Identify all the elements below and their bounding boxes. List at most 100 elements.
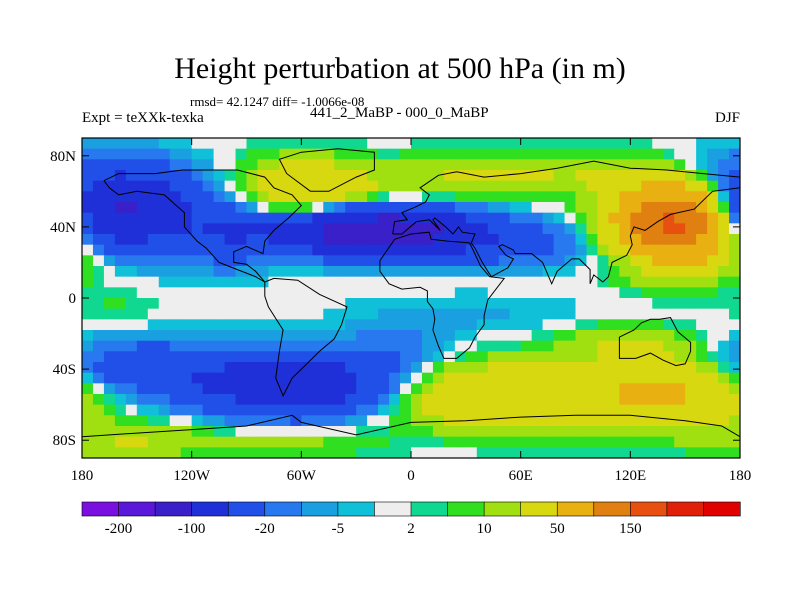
- field-cell: [257, 372, 270, 384]
- field-cell: [367, 436, 379, 448]
- field-cell: [389, 223, 401, 235]
- field-cell: [246, 234, 259, 246]
- field-cell: [92, 244, 105, 256]
- field-cell: [235, 415, 248, 427]
- field-cell: [92, 404, 105, 416]
- field-cell: [663, 266, 675, 278]
- field-cell: [729, 255, 740, 267]
- field-cell: [707, 170, 719, 182]
- field-cell: [400, 255, 412, 267]
- field-cell: [498, 383, 511, 395]
- colorbar-swatch: [703, 501, 741, 517]
- field-cell: [443, 266, 456, 278]
- field-cell: [542, 308, 555, 320]
- field-cell: [542, 340, 555, 352]
- field-cell: [454, 148, 467, 160]
- field-cell: [158, 212, 171, 224]
- field-cell: [454, 212, 467, 224]
- field-cell: [125, 394, 138, 406]
- field-cell: [729, 447, 740, 458]
- field-cell: [608, 298, 620, 310]
- field-cell: [235, 202, 248, 214]
- field-cell: [378, 330, 390, 342]
- field-cell: [202, 372, 215, 384]
- field-cell: [729, 308, 740, 320]
- field-cell: [411, 383, 423, 395]
- field-cell: [652, 202, 664, 214]
- field-cell: [685, 180, 697, 192]
- field-cell: [674, 159, 686, 171]
- field-cell: [531, 383, 544, 395]
- field-cell: [597, 159, 609, 171]
- field-cell: [564, 426, 577, 438]
- field-cell: [103, 255, 116, 267]
- field-cell: [652, 436, 664, 448]
- field-cell: [202, 330, 215, 342]
- field-cell: [257, 447, 270, 458]
- field-cell: [290, 234, 302, 246]
- field-cell: [378, 383, 390, 395]
- field-cell: [553, 148, 566, 160]
- field-cell: [378, 319, 390, 331]
- field-cell: [586, 202, 599, 214]
- field-cell: [531, 340, 544, 352]
- field-cell: [520, 319, 533, 331]
- field-cell: [696, 223, 708, 235]
- field-cell: [520, 362, 533, 374]
- field-cell: [487, 426, 500, 438]
- field-cell: [158, 287, 171, 299]
- field-cell: [564, 266, 577, 278]
- field-cell: [180, 447, 193, 458]
- field-cell: [345, 223, 357, 235]
- field-cell: [641, 138, 653, 150]
- field-cell: [312, 223, 324, 235]
- field-cell: [82, 319, 94, 331]
- field-cell: [674, 372, 686, 384]
- field-cell: [411, 415, 423, 427]
- field-cell: [498, 244, 511, 256]
- field-cell: [158, 298, 171, 310]
- field-cell: [411, 202, 423, 214]
- field-cell: [498, 426, 511, 438]
- field-cell: [268, 159, 280, 171]
- field-cell: [257, 330, 270, 342]
- field-cell: [202, 138, 215, 150]
- field-cell: [169, 362, 182, 374]
- field-cell: [235, 426, 248, 438]
- field-cell: [378, 426, 390, 438]
- field-cell: [268, 426, 280, 438]
- field-cell: [147, 436, 160, 448]
- field-cell: [487, 415, 500, 427]
- field-cell: [92, 319, 105, 331]
- field-cell: [323, 351, 335, 363]
- field-cell: [411, 298, 423, 310]
- field-cell: [498, 394, 511, 406]
- field-cell: [268, 415, 280, 427]
- field-cell: [685, 138, 697, 150]
- field-cell: [378, 308, 390, 320]
- field-cell: [718, 340, 730, 352]
- field-cell: [630, 447, 642, 458]
- field-cell: [707, 266, 719, 278]
- field-cell: [191, 170, 204, 182]
- field-cell: [586, 372, 599, 384]
- field-cell: [268, 170, 280, 182]
- field-cell: [619, 191, 631, 203]
- field-cell: [564, 415, 577, 427]
- field-cell: [312, 308, 324, 320]
- field-cell: [674, 244, 686, 256]
- field-cell: [334, 276, 346, 288]
- field-cell: [718, 404, 730, 416]
- field-cell: [125, 404, 138, 416]
- field-cell: [432, 426, 445, 438]
- colorbar-swatch: [337, 501, 376, 517]
- field-cell: [531, 202, 544, 214]
- field-cell: [103, 138, 116, 150]
- field-cell: [509, 244, 522, 256]
- field-cell: [619, 319, 631, 331]
- field-cell: [103, 276, 116, 288]
- field-cell: [125, 244, 138, 256]
- field-cell: [323, 426, 335, 438]
- field-cell: [696, 159, 708, 171]
- field-cell: [553, 351, 566, 363]
